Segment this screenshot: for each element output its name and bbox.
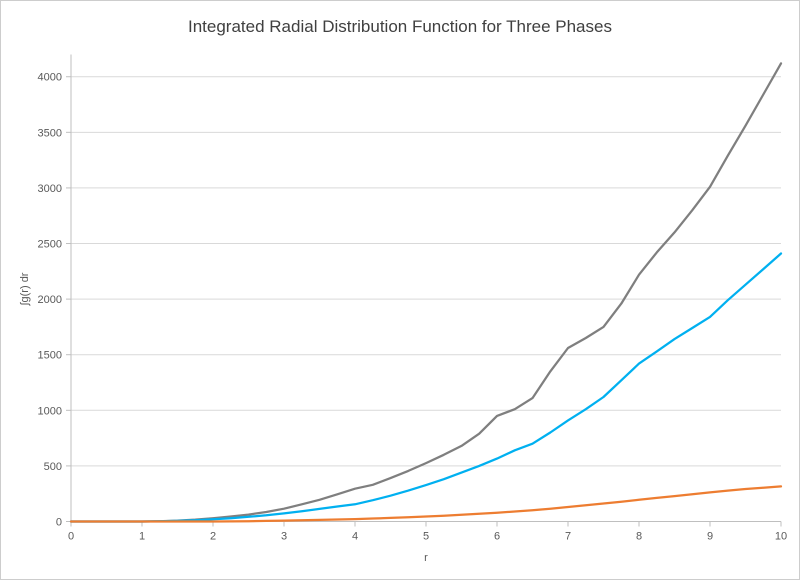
- gridlines: [71, 76, 781, 467]
- x-tick-label-4: 4: [352, 531, 358, 543]
- x-axis-label: r: [424, 552, 428, 564]
- y-tick-label-3000: 3000: [38, 183, 62, 195]
- y-axis-label: ∫g(r) dr: [19, 272, 31, 306]
- x-tick-labels: 0 1 2 3 4 5 6 7 8 9 10: [68, 531, 787, 543]
- chart-title: Integrated Radial Distribution Function …: [188, 17, 612, 36]
- y-tick-label-2500: 2500: [38, 239, 62, 251]
- series-line-blue-series: [69, 252, 783, 523]
- series-line-orange-series: [69, 485, 783, 523]
- y-tick-label-1000: 1000: [38, 405, 62, 417]
- y-tick-labels: 0 500 1000 1500 2000 2500 3000 3500 4000: [38, 72, 62, 529]
- x-tick-label-0: 0: [68, 531, 74, 543]
- y-tick-label-500: 500: [44, 461, 62, 473]
- data-series: [69, 62, 783, 523]
- x-tick-label-7: 7: [565, 531, 571, 543]
- x-tick-label-3: 3: [281, 531, 287, 543]
- axes: [66, 54, 782, 527]
- x-tick-label-6: 6: [494, 531, 500, 543]
- x-tick-label-9: 9: [707, 531, 713, 543]
- x-tick-label-10: 10: [775, 531, 787, 543]
- y-tick-label-1500: 1500: [38, 350, 62, 362]
- y-tick-label-0: 0: [56, 517, 62, 529]
- x-tick-label-5: 5: [423, 531, 429, 543]
- x-tick-label-2: 2: [210, 531, 216, 543]
- x-tick-label-1: 1: [139, 531, 145, 543]
- y-tick-label-2000: 2000: [38, 294, 62, 306]
- x-tick-label-8: 8: [636, 531, 642, 543]
- y-tick-label-3500: 3500: [38, 127, 62, 139]
- y-tick-label-4000: 4000: [38, 72, 62, 84]
